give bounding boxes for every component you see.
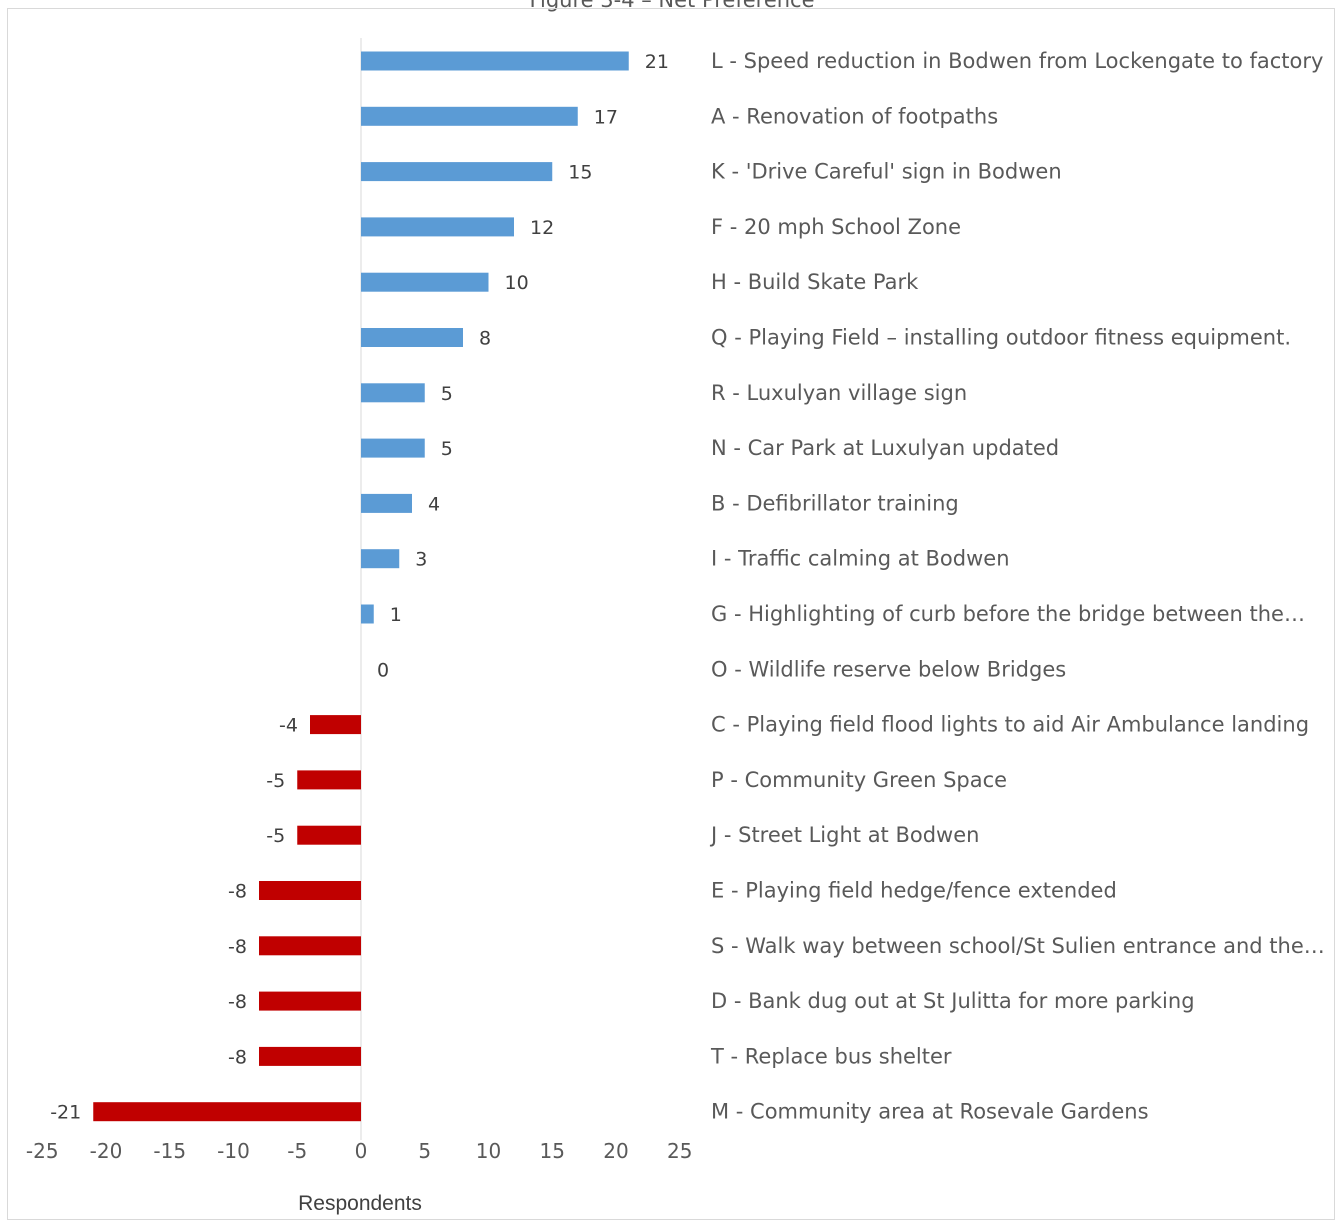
data-label: -5 <box>266 770 285 792</box>
category-label: L - Speed reduction in Bodwen from Locke… <box>711 49 1323 73</box>
bar <box>361 51 629 71</box>
data-label: -8 <box>228 936 247 958</box>
category-label: R - Luxulyan village sign <box>711 381 967 405</box>
bar <box>297 825 361 845</box>
category-label: A - Renovation of footpaths <box>711 104 998 128</box>
data-label: -8 <box>228 881 247 903</box>
data-label: 8 <box>479 328 491 350</box>
bar <box>361 383 425 403</box>
bar <box>259 936 361 956</box>
x-tick-label: -5 <box>287 1139 307 1163</box>
x-tick-label: -15 <box>153 1139 186 1163</box>
bar <box>361 217 514 237</box>
data-label: 15 <box>568 162 592 184</box>
data-label: 3 <box>415 549 427 571</box>
category-label: B - Defibrillator training <box>711 491 959 515</box>
data-label: -4 <box>279 715 298 737</box>
category-label: T - Replace bus shelter <box>710 1044 952 1068</box>
chart-title: Figure 3-4 – Net Preference <box>529 0 815 12</box>
x-tick-label: 10 <box>476 1139 501 1163</box>
category-label: M - Community area at Rosevale Gardens <box>711 1100 1149 1124</box>
category-label: D - Bank dug out at St Julitta for more … <box>711 989 1195 1013</box>
x-tick-label: -10 <box>217 1139 250 1163</box>
bar <box>361 438 425 458</box>
x-tick-label: 0 <box>355 1139 368 1163</box>
chart-frame <box>7 8 1335 1220</box>
x-axis-title: Respondents <box>298 1192 422 1215</box>
category-label: J - Street Light at Bodwen <box>709 823 979 847</box>
category-label: P - Community Green Space <box>711 768 1007 792</box>
bar <box>93 1102 361 1122</box>
bar <box>361 604 374 624</box>
data-label: 17 <box>594 106 618 128</box>
category-label: F - 20 mph School Zone <box>711 215 961 239</box>
category-label: H - Build Skate Park <box>711 270 919 294</box>
bar <box>361 106 578 126</box>
data-label: 5 <box>441 383 453 405</box>
data-label: 10 <box>505 272 529 294</box>
category-label: Q - Playing Field – installing outdoor f… <box>711 326 1291 350</box>
data-label: 5 <box>441 438 453 460</box>
category-label: C - Playing field flood lights to aid Ai… <box>711 713 1309 737</box>
bar <box>259 881 361 900</box>
category-label: E - Playing field hedge/fence extended <box>711 879 1117 903</box>
category-label: O - Wildlife reserve below Bridges <box>711 657 1066 681</box>
data-label: -5 <box>266 825 285 847</box>
x-tick-label: 5 <box>418 1139 431 1163</box>
bar <box>361 162 553 182</box>
bar <box>361 272 489 292</box>
x-tick-label: 25 <box>667 1139 692 1163</box>
data-label: 21 <box>645 51 669 73</box>
bar <box>310 715 361 735</box>
x-tick-label: -25 <box>26 1139 59 1163</box>
bar <box>361 549 400 569</box>
category-label: S - Walk way between school/St Sulien en… <box>711 934 1325 958</box>
bar <box>259 991 361 1011</box>
data-label: 1 <box>390 604 402 626</box>
data-label: -8 <box>228 991 247 1013</box>
x-tick-label: -20 <box>90 1139 123 1163</box>
bar <box>361 493 412 513</box>
category-label: N - Car Park at Luxulyan updated <box>711 436 1059 460</box>
x-tick-label: 15 <box>540 1139 565 1163</box>
bar <box>259 1046 361 1066</box>
bar <box>297 770 361 790</box>
category-label: K - 'Drive Careful' sign in Bodwen <box>711 160 1062 184</box>
bar <box>361 328 463 347</box>
x-tick-label: 20 <box>603 1139 628 1163</box>
data-label: 0 <box>377 659 389 681</box>
data-label: -21 <box>50 1102 81 1124</box>
category-label: G - Highlighting of curb before the brid… <box>711 602 1305 626</box>
data-label: -8 <box>228 1046 247 1068</box>
category-label: I - Traffic calming at Bodwen <box>711 547 1010 571</box>
data-label: 4 <box>428 493 440 515</box>
data-label: 12 <box>530 217 554 239</box>
